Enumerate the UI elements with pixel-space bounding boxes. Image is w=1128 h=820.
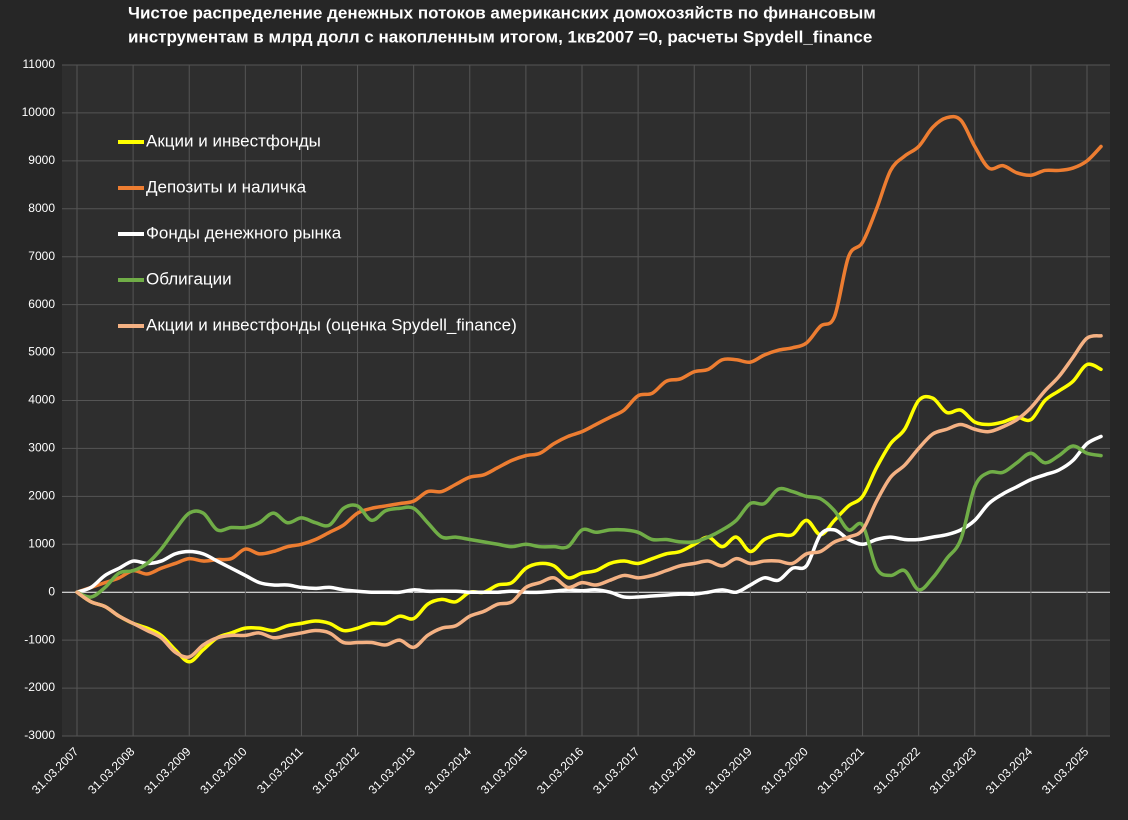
y-tick-label: 7000	[28, 249, 55, 263]
y-tick-label: 8000	[28, 201, 55, 215]
y-tick-label: 6000	[28, 297, 55, 311]
y-tick-label: 11000	[23, 57, 56, 71]
series-line	[75, 334, 1103, 659]
y-tick-label: 9000	[28, 153, 55, 167]
legend-label: Депозиты и наличка	[146, 177, 307, 196]
series-line	[75, 114, 1103, 594]
y-tick-label: 0	[48, 584, 55, 598]
chart-title: Чистое распределение денежных потоков ам…	[128, 3, 876, 22]
y-tick-label: 3000	[28, 441, 55, 455]
series-line	[75, 362, 1103, 664]
series-line	[75, 444, 1103, 599]
y-tick-label: -2000	[24, 680, 55, 694]
legend-label: Облигации	[146, 269, 232, 288]
y-tick-label: -1000	[24, 632, 55, 646]
y-tick-label: 4000	[28, 393, 55, 407]
y-tick-label: 5000	[28, 345, 55, 359]
series-line	[75, 434, 1103, 600]
y-tick-label: 1000	[28, 536, 55, 550]
y-tick-label: 2000	[28, 489, 55, 503]
y-tick-label: 10000	[22, 105, 56, 119]
legend-label: Фонды денежного рынка	[146, 223, 342, 242]
y-tick-label: -3000	[24, 728, 55, 742]
chart-title: инструментам в млрд долл с накопленным и…	[128, 27, 872, 46]
legend-label: Акции и инвестфонды	[146, 131, 321, 150]
legend-label: Акции и инвестфонды (оценка Spydell_fina…	[146, 315, 517, 334]
